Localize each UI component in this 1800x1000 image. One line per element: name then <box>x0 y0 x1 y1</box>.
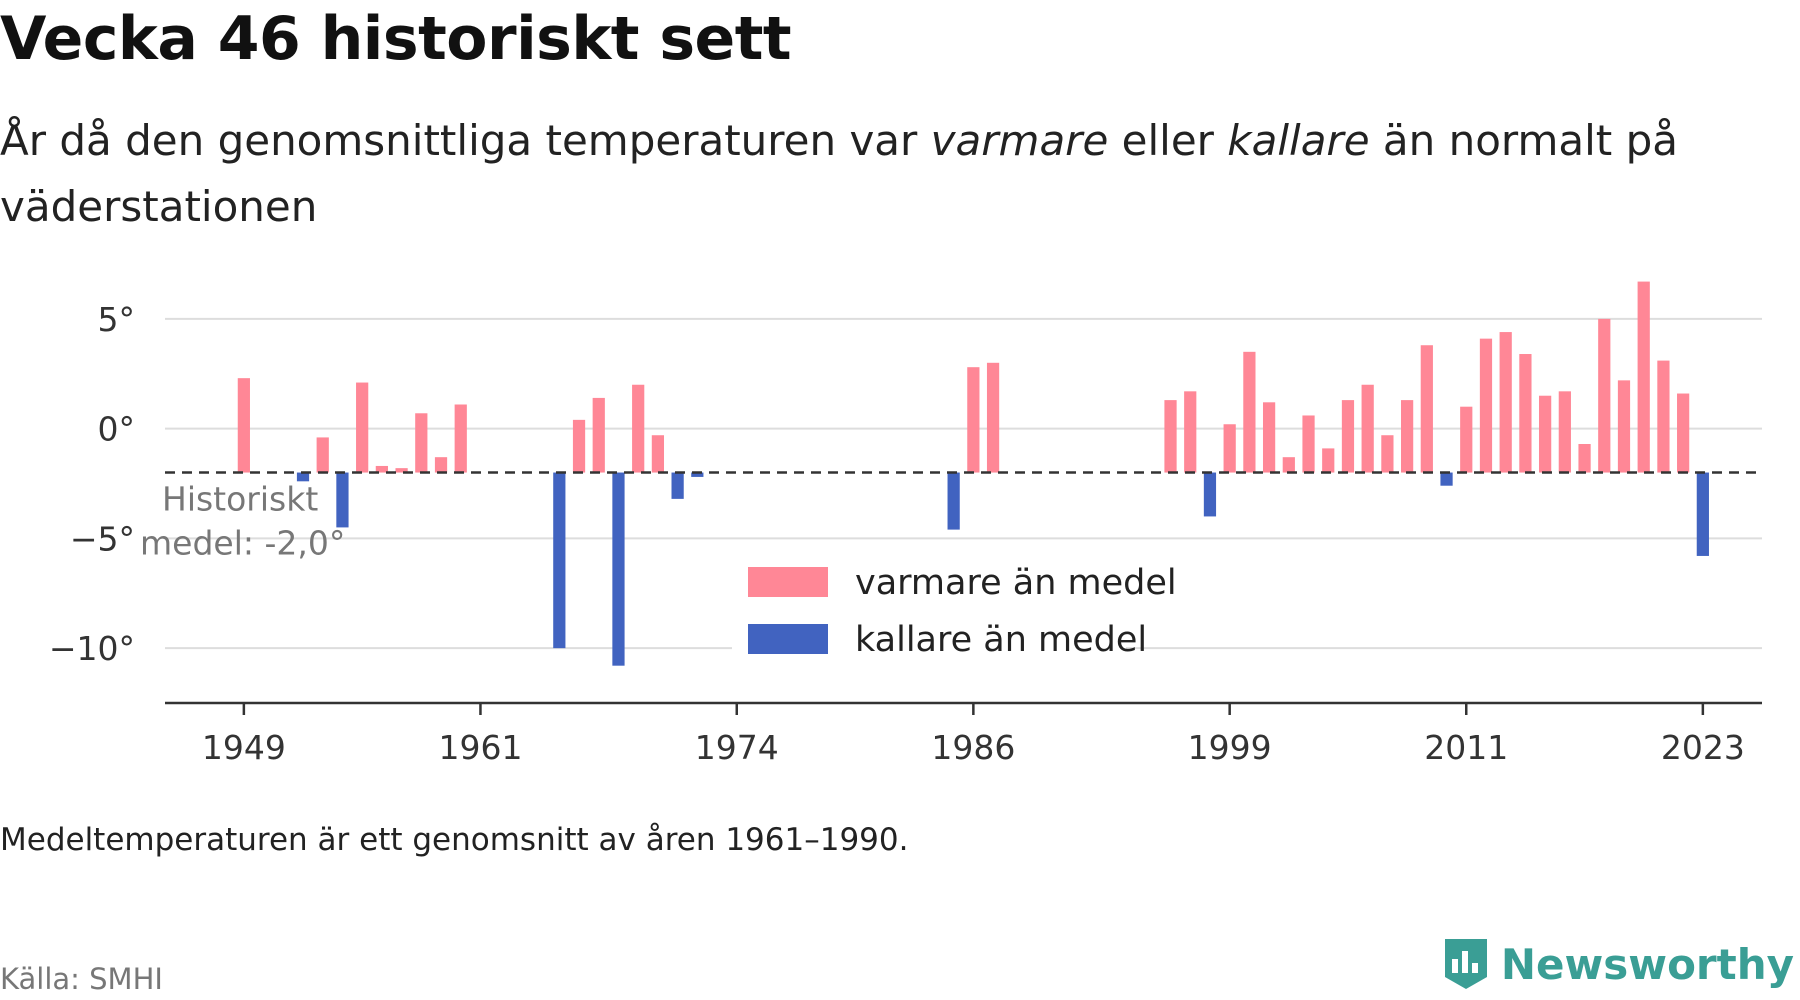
bar-warmer <box>1479 338 1493 473</box>
bar-colder <box>1696 472 1709 556</box>
bar-warmer <box>395 468 408 473</box>
x-tick-label: 1999 <box>1188 728 1272 767</box>
legend: varmare än medel kallare än medel <box>732 550 1177 660</box>
x-tick-label: 1974 <box>695 728 779 767</box>
x-tick-label: 1986 <box>931 728 1015 767</box>
x-axis-ticks: 1949 1961 1974 1986 1999 2011 2023 <box>202 703 1745 767</box>
subtitle-part-2: eller <box>1108 116 1228 165</box>
legend-swatch-warmer <box>748 567 828 597</box>
chart-title: Vecka 46 historiskt sett <box>0 4 792 74</box>
bar-warmer <box>1677 393 1690 473</box>
bar-warmer <box>1617 380 1631 473</box>
bar-warmer <box>1420 345 1433 473</box>
bar-warmer <box>1460 406 1473 473</box>
y-axis-labels: 5° 0° −5° −10° <box>49 300 135 668</box>
source-label: Källa: SMHI <box>0 962 163 996</box>
bar-warmer <box>632 384 645 473</box>
bar-warmer <box>986 362 1000 473</box>
bar-colder <box>296 472 310 482</box>
bar-warmer <box>1322 448 1335 473</box>
bar-warmer <box>651 435 665 473</box>
bar-warmer <box>454 404 467 473</box>
bar-warmer <box>1657 360 1670 473</box>
baseline-label-line1: Historiskt <box>162 480 318 519</box>
bar-warmer <box>1519 354 1532 473</box>
bar-warmer <box>1637 281 1650 473</box>
bar-colder <box>336 472 349 528</box>
bar-warmer <box>1164 400 1177 473</box>
bar-warmer <box>1262 402 1276 473</box>
bar-warmer <box>1381 435 1394 473</box>
brand-logo: Newsworthy <box>1441 935 1794 993</box>
bar-warmer <box>572 419 586 473</box>
bar-warmer <box>1302 415 1315 473</box>
x-tick-label: 2023 <box>1661 728 1745 767</box>
bar-warmer <box>415 413 428 473</box>
bar-warmer <box>1578 444 1591 473</box>
bar-chart: 5° 0° −5° −10° Historiskt medel: -2,0° 1949… <box>49 281 1762 767</box>
x-tick-label: 1949 <box>202 728 286 767</box>
x-tick-label: 2011 <box>1424 728 1508 767</box>
bar-colder <box>612 472 625 666</box>
y-tick-label: 0° <box>98 410 136 449</box>
x-tick-label: 1961 <box>438 728 522 767</box>
bar-warmer <box>1282 457 1295 473</box>
bar-warmer <box>592 397 605 473</box>
subtitle-emphasis-warmer: varmare <box>930 116 1109 165</box>
bar-warmer <box>1400 400 1414 473</box>
bar-warmer <box>1361 384 1374 473</box>
bar-warmer <box>434 457 448 473</box>
bar-colder <box>671 472 684 499</box>
legend-swatch-colder <box>748 624 828 654</box>
subtitle-part-1: År då den genomsnittliga temperaturen va… <box>0 116 931 165</box>
bar-colder <box>553 472 566 649</box>
bar-warmer <box>967 367 980 473</box>
y-tick-label: −5° <box>70 519 135 558</box>
bar-warmer <box>1223 424 1236 473</box>
legend-label-colder: kallare än medel <box>855 620 1147 660</box>
bar-warmer <box>1184 391 1197 473</box>
bar-colder <box>691 472 704 477</box>
bar-warmer <box>356 382 369 473</box>
bar-warmer <box>1499 332 1512 473</box>
bar-warmer <box>1243 351 1256 473</box>
brand-name: Newsworthy <box>1500 939 1794 989</box>
bar-warmer <box>1598 318 1611 473</box>
bar-colder <box>947 472 960 530</box>
y-tick-label: 5° <box>98 300 136 339</box>
chart-subtitle: År då den genomsnittliga temperaturen va… <box>0 108 1760 240</box>
bar-warmer <box>316 437 329 473</box>
subtitle-part-3: än normalt på väderstationen <box>0 116 1678 231</box>
bar-warmer <box>237 378 250 473</box>
bar-warmer <box>375 465 388 473</box>
legend-label-warmer: varmare än medel <box>855 563 1177 603</box>
bar-warmer <box>1558 391 1571 473</box>
baseline-label-line2: medel: -2,0° <box>140 524 345 563</box>
bars <box>237 281 1709 666</box>
y-tick-label: −10° <box>49 629 135 668</box>
bar-warmer <box>1341 400 1355 473</box>
bar-warmer <box>1539 395 1552 473</box>
newsworthy-icon <box>1444 939 1487 989</box>
bar-colder <box>1203 472 1217 517</box>
bar-colder <box>1440 472 1453 486</box>
footnote: Medeltemperaturen är ett genomsnitt av å… <box>0 822 909 858</box>
subtitle-emphasis-colder: kallare <box>1227 116 1370 165</box>
